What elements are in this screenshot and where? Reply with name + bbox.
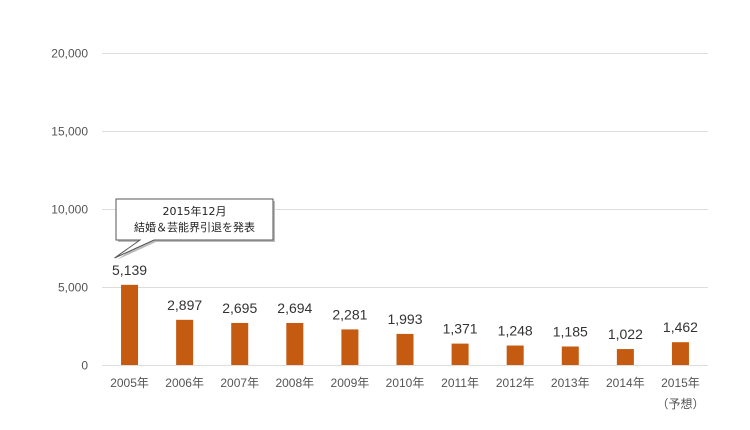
bar bbox=[451, 343, 469, 365]
value-labels: 5,139 2,897 2,695 2,694 2,281 1,993 1,371 1,248… bbox=[112, 262, 698, 342]
y-tick-label: 20,000 bbox=[51, 47, 88, 61]
callout-box bbox=[114, 198, 274, 259]
callout-text-line: 結婚＆芸能界引退を発表 bbox=[134, 220, 255, 234]
callout-text-line: 2015年12月 bbox=[163, 204, 227, 218]
y-tick-label: 15,000 bbox=[51, 125, 88, 139]
y-tick-label: 5,000 bbox=[58, 281, 88, 295]
bar bbox=[671, 342, 689, 365]
bar bbox=[506, 345, 524, 365]
x-tick-label: 2013年 bbox=[551, 376, 590, 390]
value-label: 2,281 bbox=[332, 306, 367, 322]
x-tick-sublabel: （予想） bbox=[656, 396, 704, 411]
value-label: 1,371 bbox=[443, 321, 478, 337]
x-tick-label: 2006年 bbox=[165, 376, 204, 390]
x-axis-ticks: 2005年 2006年 2007年 2008年 2009年 2010年 2011年 2012年… bbox=[110, 376, 704, 411]
x-tick-label: 2005年 bbox=[110, 376, 149, 390]
x-tick-label: 2009年 bbox=[331, 376, 370, 390]
bar bbox=[286, 322, 304, 365]
value-label: 1,462 bbox=[663, 319, 698, 335]
value-label: 2,897 bbox=[167, 297, 202, 313]
value-label: 1,185 bbox=[553, 324, 588, 340]
bar bbox=[561, 346, 579, 365]
value-label: 2,695 bbox=[222, 300, 257, 316]
value-label: 1,248 bbox=[498, 323, 533, 339]
bar bbox=[176, 319, 194, 365]
value-label: 2,694 bbox=[277, 300, 312, 316]
bar bbox=[396, 333, 414, 365]
x-tick-label: 2015年 bbox=[661, 376, 700, 390]
x-tick-label: 2012年 bbox=[496, 376, 535, 390]
value-label: 1,022 bbox=[608, 326, 643, 342]
y-axis-ticks: 0 5,000 10,000 15,000 20,000 bbox=[51, 47, 88, 373]
x-tick-label: 2007年 bbox=[220, 376, 259, 390]
bars bbox=[121, 284, 689, 365]
x-tick-label: 2008年 bbox=[275, 376, 314, 390]
x-tick-label: 2014年 bbox=[606, 376, 645, 390]
bar bbox=[616, 349, 634, 365]
value-label: 5,139 bbox=[112, 262, 147, 278]
x-tick-label: 2011年 bbox=[441, 376, 479, 390]
value-label: 1,993 bbox=[387, 311, 422, 327]
bar bbox=[231, 322, 249, 365]
bar bbox=[341, 329, 359, 365]
y-tick-label: 10,000 bbox=[51, 203, 88, 217]
bar bbox=[121, 284, 139, 365]
y-tick-label: 0 bbox=[81, 359, 88, 373]
x-tick-label: 2010年 bbox=[386, 376, 425, 390]
